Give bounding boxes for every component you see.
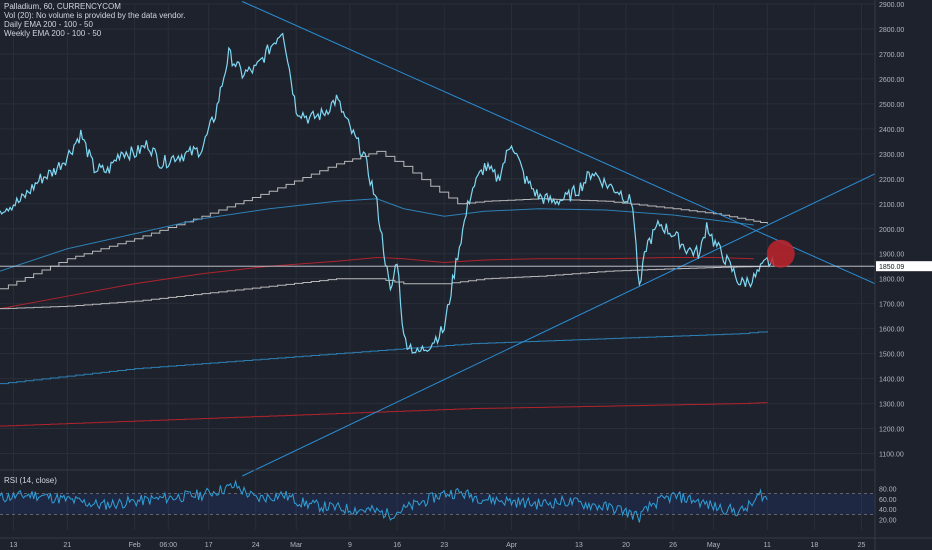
price-tick-label: 1600.00: [879, 327, 904, 334]
trendline-descending-resistance: [242, 1, 876, 285]
price-tick-label: 1700.00: [879, 302, 904, 309]
price-tick-label: 2000.00: [879, 227, 904, 234]
time-tick-label: 11: [764, 542, 771, 549]
time-tick-label: 24: [252, 542, 260, 549]
ema-line-red-2: [0, 256, 754, 310]
trendline-ascending-support: [242, 173, 876, 477]
rsi-tick-label: 80.00: [879, 486, 897, 493]
price-tick-label: 2300.00: [879, 152, 904, 159]
ema-line-white-3: [0, 265, 768, 310]
time-tick-label: May: [707, 542, 721, 549]
current-price-label: 1850.09: [879, 264, 904, 271]
time-tick-label: Mar: [290, 542, 303, 549]
chart-legend: Palladium, 60, CURRENCYCOM Vol (20): No …: [4, 2, 185, 38]
time-tick-label: 17: [205, 542, 213, 549]
rsi-line: [0, 479, 768, 523]
price-axis[interactable]: 1100.00 1200.00 1300.00 1400.00 1500.00 1600.…: [874, 0, 904, 550]
price-tick-label: 1800.00: [879, 277, 904, 284]
current-price-badge: [876, 261, 932, 272]
price-tick-label: 1100.00: [879, 452, 904, 459]
time-tick-label: 13: [575, 542, 583, 549]
price-tick-label: 2100.00: [879, 202, 904, 209]
price-tick-label: 1300.00: [879, 402, 904, 409]
price-tick-label: 1900.00: [879, 252, 904, 259]
time-tick-label: 16: [393, 542, 401, 549]
price-tick-label: 2200.00: [879, 177, 904, 184]
price-tick-label: 1200.00: [879, 427, 904, 434]
grid: [0, 3, 875, 530]
time-tick-label: Apr: [506, 542, 518, 549]
time-tick-label: 13: [10, 542, 18, 549]
ema-line-white-0: [0, 150, 768, 290]
ema-lines: [0, 150, 768, 427]
time-axis[interactable]: 13 21 Feb 06:00 17 24 Mar 9 16 23 Apr 13 20 26 May 11 18…: [0, 537, 932, 549]
volume-note: Vol (20): No volume is provided by the d…: [4, 11, 186, 20]
current-price-line: 1850.09: [0, 261, 932, 272]
ema-line-red-5: [0, 402, 768, 427]
rsi-tick-label: 20.00: [879, 518, 897, 525]
target-marker: [766, 239, 795, 268]
price-tick-label: 2800.00: [879, 27, 904, 34]
time-tick-label: 06:00: [160, 542, 178, 549]
ema-line-blue-4: [0, 331, 768, 385]
time-tick-label: 21: [63, 542, 71, 549]
price-tick-label: 1500.00: [879, 352, 904, 359]
daily-ema-label[interactable]: Daily EMA 200 - 100 - 50: [4, 20, 93, 29]
price-tick-label: 2700.00: [879, 52, 904, 59]
marker-circle: [766, 239, 795, 268]
time-tick-label: Feb: [129, 542, 141, 549]
ema-line-blue-1: [0, 198, 754, 272]
price-tick-label: 2500.00: [879, 102, 904, 109]
price-tick-label: 2600.00: [879, 77, 904, 84]
time-tick-label: 18: [811, 542, 819, 549]
rsi-pane: [0, 469, 875, 523]
rsi-label[interactable]: RSI (14, close): [4, 476, 57, 485]
rsi-tick-label: 40.00: [879, 507, 897, 514]
weekly-ema-label[interactable]: Weekly EMA 200 - 100 - 50: [4, 29, 102, 38]
rsi-tick-label: 60.00: [879, 497, 897, 504]
rsi-band: [0, 493, 875, 515]
price-tick-label: 2400.00: [879, 127, 904, 134]
price-tick-label: 2900.00: [879, 2, 904, 9]
trendlines: [242, 1, 876, 477]
time-tick-label: 20: [622, 542, 630, 549]
time-tick-label: 23: [440, 542, 448, 549]
price-tick-label: 1400.00: [879, 377, 904, 384]
symbol-title[interactable]: Palladium, 60, CURRENCYCOM: [4, 2, 121, 11]
time-tick-label: 25: [858, 542, 866, 549]
time-tick-label: 26: [669, 542, 677, 549]
time-tick-label: 9: [348, 542, 352, 549]
